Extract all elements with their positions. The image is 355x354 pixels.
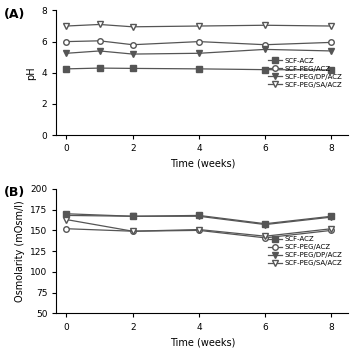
SCF-PEG/DP/ACZ — [329, 49, 334, 53]
Line: SCF-PEG/SA/ACZ: SCF-PEG/SA/ACZ — [64, 217, 334, 239]
SCF-PEG/ACZ — [263, 236, 267, 240]
SCF-PEG/ACZ — [329, 228, 334, 233]
Line: SCF-ACZ: SCF-ACZ — [64, 65, 334, 73]
Y-axis label: pH: pH — [26, 66, 36, 80]
SCF-PEG/ACZ — [197, 40, 201, 44]
SCF-ACZ — [329, 68, 334, 72]
SCF-PEG/SA/ACZ — [197, 24, 201, 28]
SCF-PEG/ACZ — [97, 39, 102, 43]
SCF-ACZ — [131, 214, 135, 218]
Line: SCF-PEG/DP/ACZ: SCF-PEG/DP/ACZ — [64, 47, 334, 57]
SCF-PEG/ACZ — [131, 229, 135, 233]
SCF-ACZ — [329, 214, 334, 218]
SCF-PEG/ACZ — [131, 42, 135, 47]
SCF-PEG/ACZ — [64, 40, 69, 44]
X-axis label: Time (weeks): Time (weeks) — [170, 337, 235, 347]
SCF-PEG/SA/ACZ — [64, 24, 69, 28]
SCF-PEG/DP/ACZ — [263, 222, 267, 227]
SCF-PEG/DP/ACZ — [64, 51, 69, 56]
SCF-PEG/ACZ — [329, 40, 334, 45]
SCF-ACZ — [197, 213, 201, 218]
SCF-PEG/SA/ACZ — [329, 227, 334, 231]
SCF-ACZ — [97, 66, 102, 70]
SCF-PEG/SA/ACZ — [197, 227, 201, 232]
Y-axis label: Osmolarity (mOsm/l): Osmolarity (mOsm/l) — [15, 200, 24, 302]
Line: SCF-ACZ: SCF-ACZ — [64, 211, 334, 227]
SCF-PEG/DP/ACZ — [329, 215, 334, 219]
SCF-PEG/SA/ACZ — [263, 234, 267, 238]
SCF-ACZ — [131, 66, 135, 70]
SCF-PEG/DP/ACZ — [197, 51, 201, 56]
SCF-PEG/SA/ACZ — [131, 229, 135, 233]
SCF-ACZ — [197, 67, 201, 71]
SCF-PEG/ACZ — [263, 42, 267, 47]
Text: (B): (B) — [4, 186, 25, 199]
SCF-PEG/DP/ACZ — [64, 213, 69, 218]
SCF-PEG/ACZ — [64, 227, 69, 231]
SCF-PEG/SA/ACZ — [131, 25, 135, 29]
SCF-PEG/DP/ACZ — [263, 47, 267, 52]
X-axis label: Time (weeks): Time (weeks) — [170, 159, 235, 169]
Line: SCF-PEG/ACZ: SCF-PEG/ACZ — [64, 38, 334, 47]
SCF-ACZ — [263, 68, 267, 72]
Line: SCF-PEG/DP/ACZ: SCF-PEG/DP/ACZ — [64, 213, 334, 227]
SCF-ACZ — [263, 222, 267, 226]
Line: SCF-PEG/ACZ: SCF-PEG/ACZ — [64, 226, 334, 241]
Legend: SCF-ACZ, SCF-PEG/ACZ, SCF-PEG/DP/ACZ, SCF-PEG/SA/ACZ: SCF-ACZ, SCF-PEG/ACZ, SCF-PEG/DP/ACZ, SC… — [266, 56, 345, 90]
SCF-PEG/ACZ — [197, 228, 201, 233]
SCF-PEG/DP/ACZ — [131, 52, 135, 56]
SCF-PEG/SA/ACZ — [263, 23, 267, 27]
SCF-PEG/DP/ACZ — [97, 49, 102, 53]
SCF-PEG/DP/ACZ — [197, 214, 201, 218]
Line: SCF-PEG/SA/ACZ: SCF-PEG/SA/ACZ — [64, 22, 334, 30]
SCF-ACZ — [64, 212, 69, 216]
SCF-PEG/SA/ACZ — [64, 217, 69, 222]
Text: (A): (A) — [4, 8, 25, 21]
SCF-PEG/SA/ACZ — [329, 24, 334, 28]
SCF-PEG/SA/ACZ — [97, 22, 102, 27]
SCF-ACZ — [64, 67, 69, 71]
SCF-PEG/DP/ACZ — [131, 214, 135, 218]
Legend: SCF-ACZ, SCF-PEG/ACZ, SCF-PEG/DP/ACZ, SCF-PEG/SA/ACZ: SCF-ACZ, SCF-PEG/ACZ, SCF-PEG/DP/ACZ, SC… — [266, 234, 345, 268]
